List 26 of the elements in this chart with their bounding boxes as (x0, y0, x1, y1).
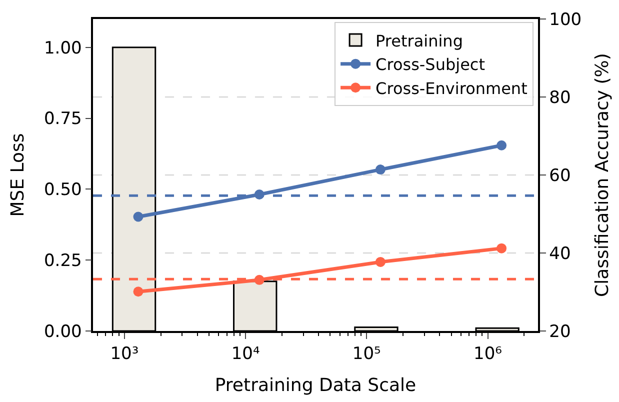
y-tick-label: 0.00 (44, 322, 82, 342)
y2-tick-label: 60 (549, 166, 571, 186)
legend-label: Pretraining (376, 31, 463, 50)
x-axis-title: Pretraining Data Scale (214, 374, 416, 396)
y-axis-title: MSE Loss (8, 133, 29, 217)
y-tick-label: 0.50 (44, 180, 82, 200)
y2-tick-label: 80 (549, 88, 571, 108)
point (133, 212, 144, 222)
y-tick-label: 1.00 (44, 38, 82, 58)
x-tick-label: 10⁴ (231, 344, 260, 364)
x-tick-label: 10⁵ (352, 344, 381, 364)
y-tick-label: 0.25 (44, 251, 82, 272)
legend-label: Cross-Environment (376, 78, 528, 98)
point (496, 140, 507, 150)
point (496, 243, 507, 254)
y-tick-label: 0.75 (44, 109, 82, 130)
y2-tick-label: 100 (549, 10, 582, 30)
point (133, 286, 144, 297)
y2-tick-label: 20 (549, 322, 571, 342)
y2-tick-label: 40 (549, 244, 571, 264)
y2-axis-title: Classification Accuracy (%) (592, 53, 614, 297)
x-tick-label: 10³ (110, 344, 139, 364)
x-tick-label: 10⁶ (474, 344, 502, 364)
legend-label: Cross-Subject (376, 55, 486, 74)
point (375, 164, 386, 175)
point (375, 256, 386, 267)
